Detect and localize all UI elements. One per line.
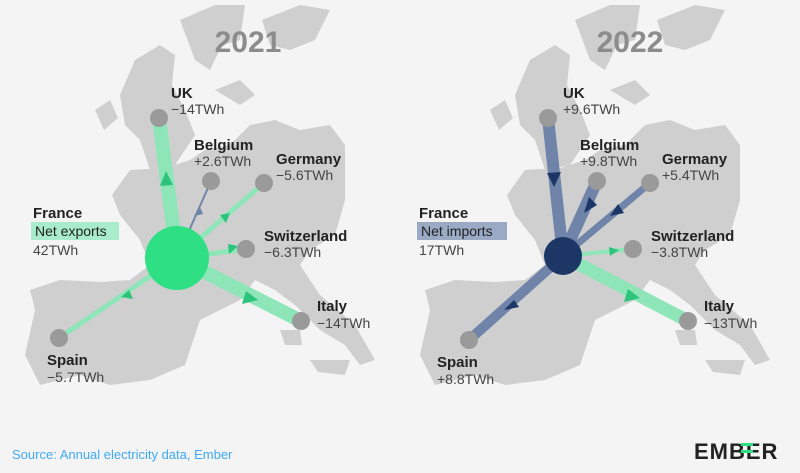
country-value-switzerland-2022: −3.8TWh <box>651 244 708 260</box>
node-uk-2022 <box>539 109 557 127</box>
hub-france-2022 <box>544 237 582 275</box>
country-value-uk-2022: +9.6TWh <box>563 101 620 117</box>
flow-arrow-switzerland-2021 <box>228 244 238 254</box>
country-value-germany-2022: +5.4TWh <box>662 167 719 183</box>
flow-arrow-germany-2021 <box>220 213 230 223</box>
country-value-italy-2022: −13TWh <box>704 315 757 331</box>
hub-value-2022: 17TWh <box>419 242 464 258</box>
panel-2022: 2022 UK +9.6TWh Belgium +9.8TWh Germany … <box>417 5 770 387</box>
ember-logo: EMBER <box>694 439 778 464</box>
net-exports-tag <box>31 222 119 240</box>
node-switzerland-2022 <box>624 240 642 258</box>
hub-name-2021: France <box>33 205 82 222</box>
hub-label-2021: Net exports <box>35 223 107 239</box>
country-name-germany-2021: Germany <box>276 151 342 168</box>
flow-arrow-uk-2021 <box>160 171 173 186</box>
panel-year-2021: 2021 <box>215 26 282 59</box>
flow-arrow-germany-2022 <box>610 204 624 216</box>
node-spain-2021 <box>50 329 68 347</box>
flow-line-italy-2022 <box>560 250 691 327</box>
flow-arrow-spain-2021 <box>121 290 133 299</box>
node-uk-2021 <box>150 109 168 127</box>
country-name-uk-2022: UK <box>563 85 585 102</box>
ember-logo-text: EMBER <box>694 439 778 464</box>
hub-france-2021 <box>145 226 209 290</box>
logo-accent-bar <box>741 450 753 453</box>
node-italy-2022 <box>679 312 697 330</box>
country-value-spain-2022: +8.8TWh <box>437 371 494 387</box>
node-belgium-2022 <box>588 172 606 190</box>
node-switzerland-2021 <box>237 240 255 258</box>
flow-arrow-italy-2021 <box>242 291 258 304</box>
country-name-spain-2022: Spain <box>437 354 478 371</box>
flow-arrow-italy-2022 <box>624 289 640 302</box>
hub-name-2022: France <box>419 205 468 222</box>
flow-arrow-spain-2022 <box>504 300 519 310</box>
country-name-switzerland-2021: Switzerland <box>264 228 347 245</box>
country-name-italy-2022: Italy <box>704 298 735 315</box>
hub-value-2021: 42TWh <box>33 242 78 258</box>
country-value-switzerland-2021: −6.3TWh <box>264 244 321 260</box>
country-name-italy-2021: Italy <box>317 298 348 315</box>
country-name-belgium-2022: Belgium <box>580 137 639 154</box>
country-value-spain-2021: −5.7TWh <box>47 369 104 385</box>
flow-line-spain-2022 <box>465 252 567 344</box>
flow-arrow-uk-2022 <box>547 172 561 187</box>
node-italy-2021 <box>292 312 310 330</box>
country-value-italy-2021: −14TWh <box>317 315 370 331</box>
country-value-germany-2021: −5.6TWh <box>276 167 333 183</box>
hub-label-2022: Net imports <box>421 223 493 239</box>
node-germany-2022 <box>641 174 659 192</box>
source-note: Source: Annual electricity data, Ember <box>12 447 233 462</box>
country-value-uk-2021: −14TWh <box>171 101 224 117</box>
flow-arrow-belgium-2022 <box>584 197 597 213</box>
country-name-switzerland-2022: Switzerland <box>651 228 734 245</box>
node-spain-2022 <box>460 331 478 349</box>
flow-line-uk-2022 <box>542 117 569 257</box>
net-imports-tag <box>417 222 507 240</box>
country-value-belgium-2022: +9.8TWh <box>580 153 637 169</box>
panel-2021: 2021 UK −14TWh Belgium +2.6TWh Germany −… <box>25 5 375 385</box>
country-name-uk-2021: UK <box>171 85 193 102</box>
panel-year-2022: 2022 <box>597 26 664 59</box>
logo-accent-bar <box>741 443 753 446</box>
country-name-germany-2022: Germany <box>662 151 728 168</box>
flow-arrow-belgium-2021 <box>194 207 203 216</box>
flow-arrow-switzerland-2022 <box>609 247 619 256</box>
node-germany-2021 <box>255 174 273 192</box>
node-belgium-2021 <box>202 172 220 190</box>
country-value-belgium-2021: +2.6TWh <box>194 153 251 169</box>
country-name-belgium-2021: Belgium <box>194 137 253 154</box>
country-name-spain-2021: Spain <box>47 352 88 369</box>
